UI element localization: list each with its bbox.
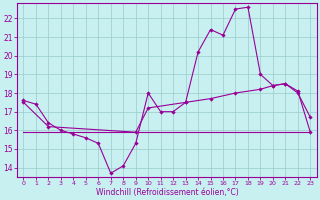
X-axis label: Windchill (Refroidissement éolien,°C): Windchill (Refroidissement éolien,°C) xyxy=(96,188,238,197)
